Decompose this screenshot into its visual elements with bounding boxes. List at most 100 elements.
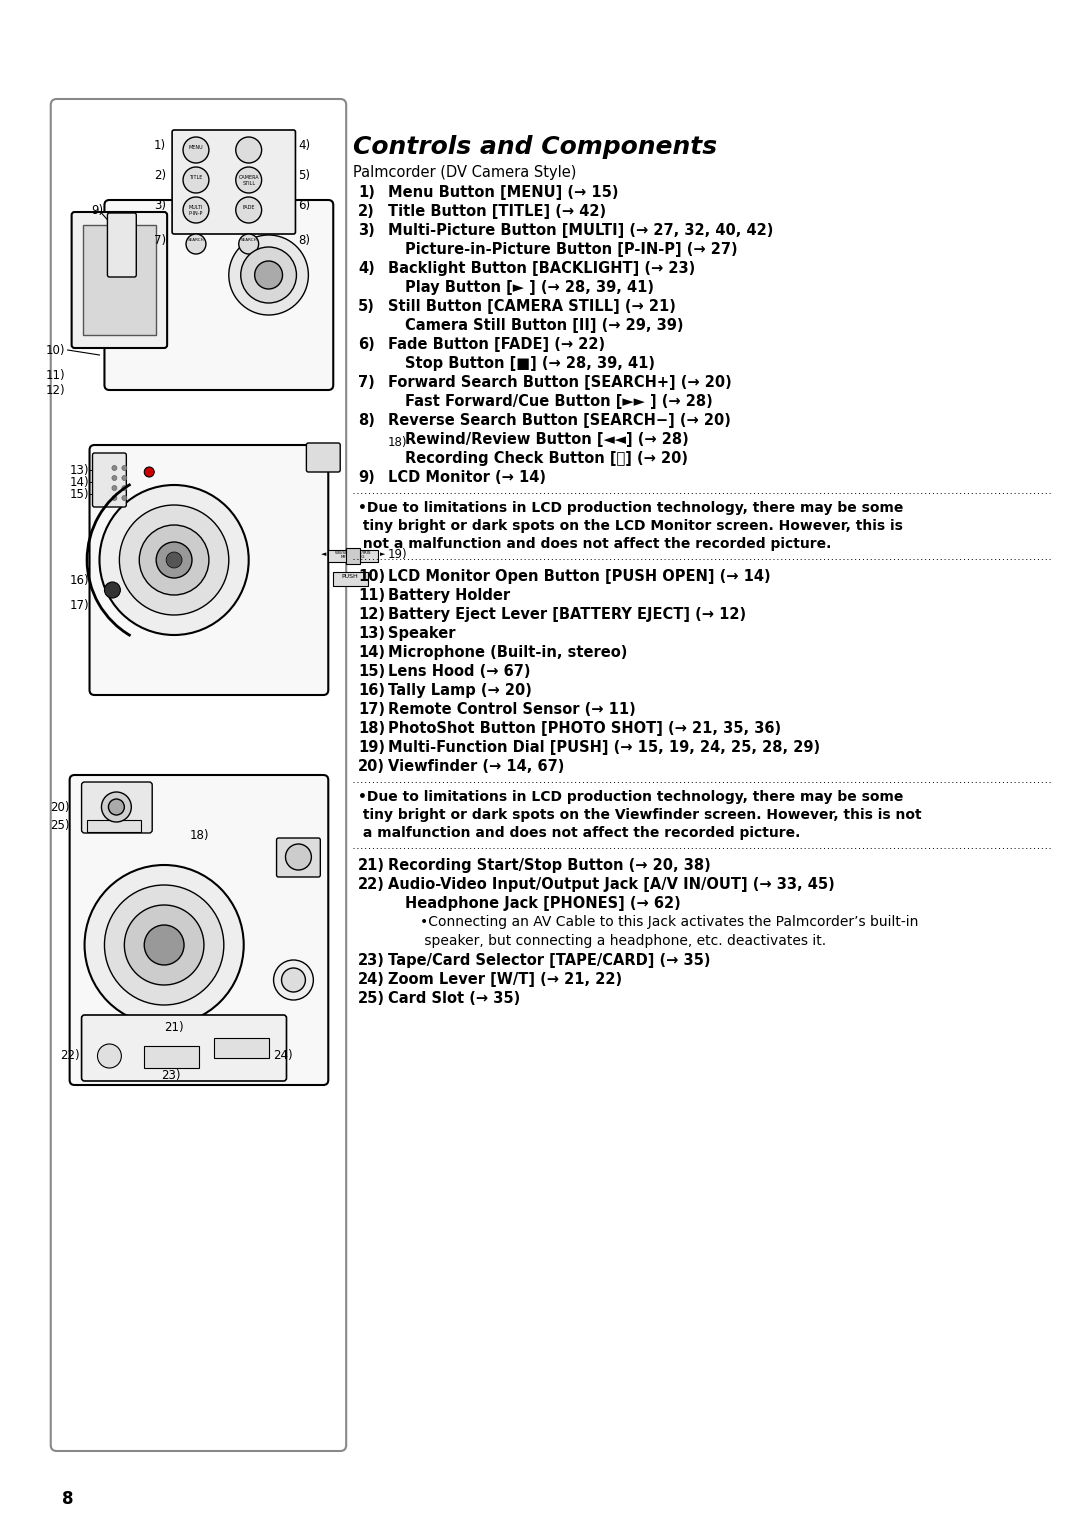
Text: 14): 14) [70, 475, 90, 489]
Text: 2): 2) [154, 168, 166, 182]
Text: 8): 8) [298, 234, 310, 246]
Text: Fade Button [FADE] (→ 22): Fade Button [FADE] (→ 22) [388, 338, 605, 351]
Circle shape [183, 197, 208, 223]
FancyBboxPatch shape [71, 212, 167, 348]
Text: 24): 24) [273, 1050, 293, 1062]
Text: 17): 17) [359, 701, 386, 717]
Circle shape [235, 138, 261, 163]
Text: ◄: ◄ [321, 552, 326, 558]
Text: Picture-in-Picture Button [P-IN-P] (→ 27): Picture-in-Picture Button [P-IN-P] (→ 27… [405, 241, 738, 257]
Text: Speaker: Speaker [388, 626, 456, 642]
FancyBboxPatch shape [82, 1015, 286, 1080]
Text: 5): 5) [298, 168, 310, 182]
Text: 19): 19) [388, 547, 407, 561]
Circle shape [145, 924, 184, 966]
Text: tiny bright or dark spots on the Viewfinder screen. However, this is not: tiny bright or dark spots on the Viewfin… [359, 808, 921, 822]
Text: •Due to limitations in LCD production technology, there may be some: •Due to limitations in LCD production te… [359, 790, 904, 804]
Text: speaker, but connecting a headphone, etc. deactivates it.: speaker, but connecting a headphone, etc… [420, 934, 826, 947]
Text: Recording Start/Stop Button (→ 20, 38): Recording Start/Stop Button (→ 20, 38) [388, 859, 711, 872]
Circle shape [183, 167, 208, 193]
Circle shape [122, 486, 126, 490]
Text: 12): 12) [46, 384, 66, 396]
Circle shape [282, 969, 306, 992]
Bar [347, 549, 360, 564]
Circle shape [273, 960, 313, 999]
Text: Menu Button [MENU] (→ 15): Menu Button [MENU] (→ 15) [388, 185, 619, 200]
Text: tiny bright or dark spots on the LCD Monitor screen. However, this is: tiny bright or dark spots on the LCD Mon… [359, 520, 903, 533]
Text: 20): 20) [359, 759, 386, 775]
Text: LCD Monitor Open Button [PUSH OPEN] (→ 14): LCD Monitor Open Button [PUSH OPEN] (→ 1… [388, 568, 771, 584]
Bar [145, 1047, 199, 1068]
Text: TITLE: TITLE [189, 176, 203, 180]
Text: 18): 18) [388, 435, 407, 449]
Text: LCD Monitor (→ 14): LCD Monitor (→ 14) [388, 471, 546, 484]
FancyBboxPatch shape [105, 200, 334, 390]
Text: Lens Hood (→ 67): Lens Hood (→ 67) [388, 665, 530, 678]
Text: 3): 3) [359, 223, 375, 238]
Text: 9): 9) [359, 471, 375, 484]
Circle shape [112, 495, 117, 501]
Text: 1): 1) [154, 139, 166, 151]
Text: 22): 22) [359, 877, 384, 892]
Text: 9): 9) [92, 203, 104, 217]
Text: 11): 11) [46, 368, 66, 382]
Text: 10): 10) [46, 344, 66, 356]
Text: Controls and Components: Controls and Components [353, 134, 717, 159]
Circle shape [229, 235, 309, 315]
Bar [334, 571, 368, 587]
Text: 17): 17) [70, 599, 90, 611]
FancyBboxPatch shape [107, 212, 136, 277]
Text: MF/VOL/JOG: MF/VOL/JOG [341, 555, 365, 559]
Text: CAMERA
STILL: CAMERA STILL [239, 176, 259, 186]
Text: 23): 23) [161, 1070, 180, 1082]
Text: 15): 15) [70, 487, 90, 501]
Text: 13): 13) [359, 626, 386, 642]
Circle shape [235, 167, 261, 193]
FancyBboxPatch shape [307, 443, 340, 472]
Text: 20): 20) [50, 801, 69, 813]
Text: Stop Button [■] (→ 28, 39, 41): Stop Button [■] (→ 28, 39, 41) [405, 356, 654, 371]
Circle shape [122, 475, 126, 480]
Text: 10): 10) [359, 568, 386, 584]
Text: 7): 7) [359, 374, 375, 390]
Bar [82, 225, 157, 335]
Text: 6): 6) [298, 199, 311, 211]
Text: 18): 18) [359, 721, 386, 736]
FancyBboxPatch shape [69, 775, 328, 1085]
Text: Recording Check Button [Ⓢ] (→ 20): Recording Check Button [Ⓢ] (→ 20) [405, 451, 688, 466]
Circle shape [241, 248, 296, 303]
Text: Tape/Card Selector [TAPE/CARD] (→ 35): Tape/Card Selector [TAPE/CARD] (→ 35) [388, 953, 711, 969]
Text: 18): 18) [189, 828, 208, 842]
Circle shape [255, 261, 283, 289]
Text: 22): 22) [60, 1050, 80, 1062]
Text: Rewind/Review Button [◄◄] (→ 28): Rewind/Review Button [◄◄] (→ 28) [405, 432, 689, 448]
Text: 7): 7) [154, 234, 166, 246]
Text: 13): 13) [70, 463, 90, 477]
Circle shape [97, 1044, 121, 1068]
Text: Play Button [► ] (→ 28, 39, 41): Play Button [► ] (→ 28, 39, 41) [405, 280, 653, 295]
Circle shape [122, 495, 126, 501]
Text: Viewfinder (→ 14, 67): Viewfinder (→ 14, 67) [388, 759, 565, 775]
Text: 6): 6) [359, 338, 375, 351]
Circle shape [102, 792, 132, 822]
Text: Audio-Video Input/Output Jack [A/V IN/OUT] (→ 33, 45): Audio-Video Input/Output Jack [A/V IN/OU… [388, 877, 835, 892]
Bar [214, 1038, 269, 1057]
Text: PhotoShot Button [PHOTO SHOT] (→ 21, 35, 36): PhotoShot Button [PHOTO SHOT] (→ 21, 35,… [388, 721, 781, 736]
FancyBboxPatch shape [82, 782, 152, 833]
Circle shape [183, 138, 208, 163]
Text: 25): 25) [50, 819, 69, 831]
Circle shape [105, 582, 120, 597]
Text: Palmcorder (DV Camera Style): Palmcorder (DV Camera Style) [353, 165, 577, 180]
Text: 16): 16) [70, 573, 90, 587]
Circle shape [112, 475, 117, 480]
Text: Tally Lamp (→ 20): Tally Lamp (→ 20) [388, 683, 531, 698]
Text: not a malfunction and does not affect the recorded picture.: not a malfunction and does not affect th… [359, 536, 832, 552]
Circle shape [105, 885, 224, 1005]
Text: 14): 14) [359, 645, 386, 660]
Text: 21): 21) [164, 1022, 184, 1034]
Text: ►: ► [380, 552, 386, 558]
Circle shape [145, 468, 154, 477]
Text: Headphone Jack [PHONES] (→ 62): Headphone Jack [PHONES] (→ 62) [405, 895, 680, 911]
Text: •Connecting an AV Cable to this Jack activates the Palmcorder’s built-in: •Connecting an AV Cable to this Jack act… [420, 915, 918, 929]
Text: •Due to limitations in LCD production technology, there may be some: •Due to limitations in LCD production te… [359, 501, 904, 515]
